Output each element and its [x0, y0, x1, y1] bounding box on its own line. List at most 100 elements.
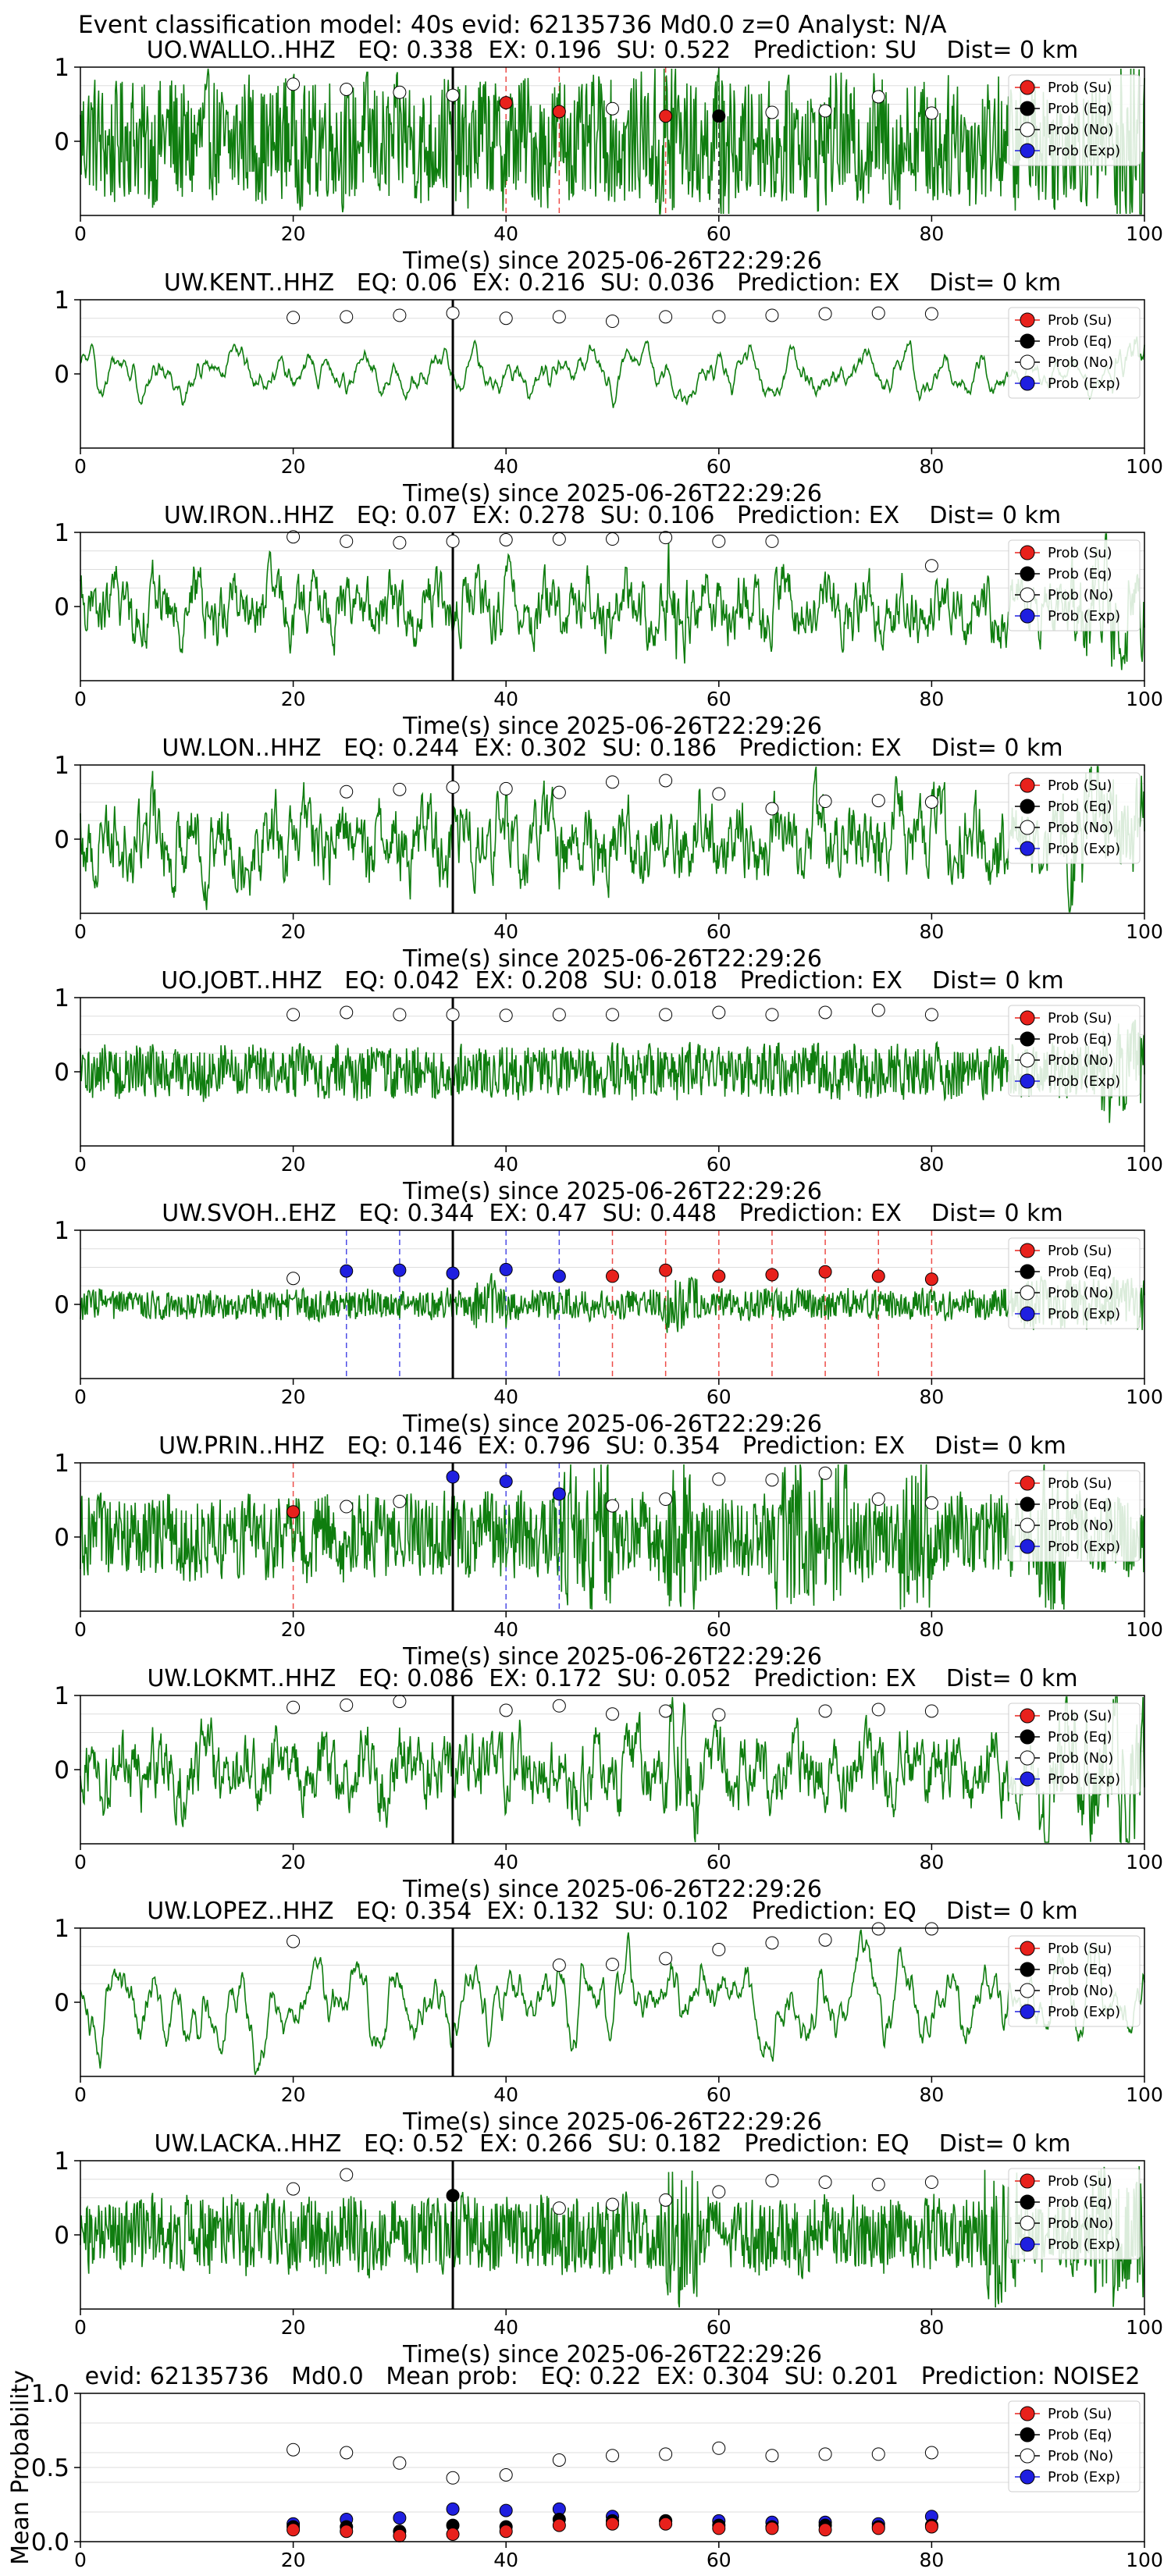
legend-marker-eq [1020, 1962, 1035, 1977]
x-tick-label: 40 [493, 688, 518, 710]
x-axis-label: Time(s) since 2025-06-26T22:29:26 [402, 1643, 822, 1670]
mean-prob-marker-no [924, 2446, 938, 2460]
x-tick-label: 80 [919, 1618, 944, 1641]
x-tick-label: 20 [281, 1386, 306, 1408]
plot-frame [80, 764, 1145, 914]
prob-marker-no [340, 1698, 354, 1712]
prob-marker-no [287, 1272, 301, 1286]
legend-marker-su [1020, 1010, 1035, 1026]
station-panel: UO.WALLO..HHZ EQ: 0.338 EX: 0.196 SU: 0.… [54, 37, 1163, 275]
legend-marker-su [1020, 777, 1035, 793]
y-tick-label: 1 [54, 1915, 69, 1943]
prob-marker-no [924, 1704, 938, 1718]
legend-label: Prob (Su) [1048, 1708, 1112, 1724]
legend-label: Prob (No) [1048, 1052, 1113, 1069]
mean-prob-marker-no [446, 2471, 460, 2485]
mean-prob-marker-no [712, 2441, 726, 2455]
prob-marker-no [340, 1005, 354, 1019]
x-axis-label: Time(s) since 2025-06-26T22:29:26 [402, 1876, 822, 1903]
legend-marker-exp [1020, 375, 1035, 391]
y-tick-label: 0 [54, 1291, 69, 1319]
prob-marker-no [871, 2177, 885, 2191]
prob-marker-no [287, 311, 301, 325]
panel-title: evid: 62135736 Md0.0 Mean prob: EQ: 0.22… [85, 2363, 1141, 2390]
prob-marker-su [712, 1269, 726, 1283]
legend-label: Prob (No) [1048, 1285, 1113, 1301]
legend-marker-su [1020, 312, 1035, 328]
mean-probability-panel: evid: 62135736 Md0.0 Mean prob: EQ: 0.22… [7, 2363, 1163, 2571]
legend-label: Prob (Eq) [1048, 1729, 1112, 1745]
prob-marker-exp [552, 1269, 566, 1283]
mean-prob-marker-su [712, 2521, 726, 2535]
legend-box [1008, 74, 1141, 166]
prob-marker-no [552, 785, 566, 799]
prob-marker-exp [340, 1264, 354, 1278]
prob-marker-exp [446, 1266, 460, 1280]
x-tick-label: 40 [493, 2316, 518, 2339]
legend-label: Prob (Exp) [1048, 2004, 1120, 2020]
legend-marker-eq [1020, 1264, 1035, 1279]
legend-label: Prob (Su) [1048, 1243, 1112, 1259]
legend-label: Prob (Exp) [1048, 1771, 1120, 1788]
panel-title: UW.LON..HHZ EQ: 0.244 EX: 0.302 SU: 0.18… [162, 735, 1062, 762]
legend-marker-no [1020, 1285, 1035, 1300]
x-tick-label: 80 [919, 455, 944, 478]
x-axis-label: Time(s) since 2025-06-26T22:29:26 [402, 2108, 822, 2136]
y-tick-label: 0 [54, 361, 69, 389]
plot-frame [80, 1229, 1145, 1379]
x-tick-label: 40 [493, 1618, 518, 1641]
x-tick-label: 0 [74, 2549, 87, 2571]
legend-box [1008, 1237, 1141, 1329]
prob-marker-no [871, 1493, 885, 1507]
y-tick-label: 1 [54, 1450, 69, 1478]
prob-marker-no [712, 787, 726, 801]
x-tick-label: 60 [707, 2316, 731, 2339]
legend-label: Prob (Eq) [1048, 566, 1112, 582]
prob-marker-no [393, 535, 407, 550]
legend-box [1008, 307, 1141, 399]
x-tick-label: 20 [281, 920, 306, 943]
legend-label: Prob (No) [1048, 1983, 1113, 1999]
legend-marker-exp [1020, 1306, 1035, 1322]
legend-label: Prob (Eq) [1048, 2194, 1112, 2211]
y-tick-label: 0.5 [31, 2454, 69, 2482]
y-tick-label: 1 [54, 2147, 69, 2176]
legend-marker-no [1020, 2448, 1035, 2464]
prob-marker-no [871, 1703, 885, 1717]
prob-marker-no [393, 1008, 407, 1022]
prob-marker-no [871, 306, 885, 320]
y-tick-label: 1 [54, 752, 69, 780]
legend-marker-no [1020, 1517, 1035, 1533]
station-panel: UW.LON..HHZ EQ: 0.244 EX: 0.302 SU: 0.18… [54, 735, 1163, 973]
prob-marker-no [606, 101, 619, 116]
prob-marker-no [552, 532, 566, 546]
legend-marker-eq [1020, 799, 1035, 814]
prob-marker-no [659, 531, 673, 545]
x-tick-label: 20 [281, 2316, 306, 2339]
prob-marker-exp [499, 1475, 513, 1489]
x-tick-label: 0 [74, 1153, 87, 1176]
x-tick-label: 100 [1126, 2083, 1163, 2106]
x-tick-label: 80 [919, 920, 944, 943]
x-tick-label: 80 [919, 2083, 944, 2106]
x-tick-label: 100 [1126, 1153, 1163, 1176]
legend-marker-no [1020, 587, 1035, 603]
y-tick-label: 0 [54, 593, 69, 621]
plot-frame [80, 299, 1145, 449]
x-tick-label: 60 [707, 2549, 731, 2571]
prob-marker-eq [446, 2189, 460, 2203]
legend-box [1008, 1703, 1141, 1795]
legend-label: Prob (No) [1048, 820, 1113, 836]
legend-label: Prob (No) [1048, 122, 1113, 138]
x-tick-label: 80 [919, 222, 944, 245]
prob-marker-exp [552, 1487, 566, 1501]
x-tick-label: 0 [74, 920, 87, 943]
prob-marker-exp [393, 1263, 407, 1277]
legend-label: Prob (Exp) [1048, 1073, 1120, 1090]
mean-prob-marker-su [287, 2523, 301, 2537]
panel-title: UW.PRIN..HHZ EQ: 0.146 EX: 0.796 SU: 0.3… [158, 1432, 1066, 1460]
prob-marker-no [712, 2185, 726, 2199]
prob-marker-no [924, 1008, 938, 1022]
x-tick-label: 0 [74, 1851, 87, 1873]
prob-marker-no [924, 1496, 938, 1510]
